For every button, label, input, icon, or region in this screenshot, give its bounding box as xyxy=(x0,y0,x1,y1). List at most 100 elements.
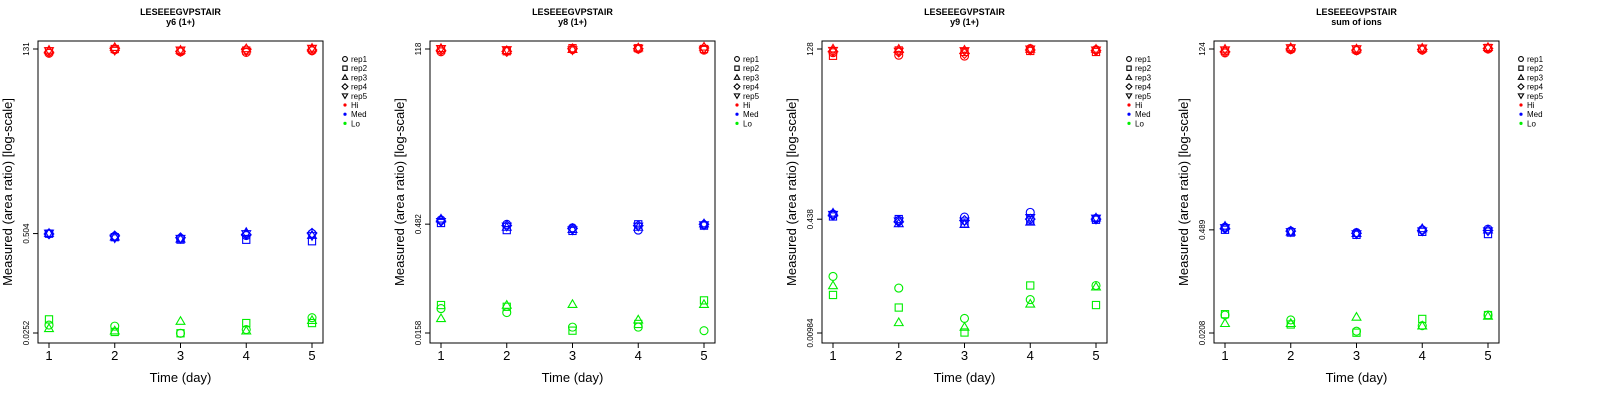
legend-label-Lo: Lo xyxy=(1527,119,1536,128)
data-point xyxy=(1285,228,1297,238)
chart-subtitle: sum of ions xyxy=(1331,17,1382,27)
legend-label-Hi: Hi xyxy=(743,101,751,110)
legend-marker-Lo xyxy=(1519,121,1523,125)
plot-frame xyxy=(821,40,1108,344)
data-point xyxy=(502,308,512,318)
x-tick-label: 2 xyxy=(895,348,902,363)
legend-label-rep2: rep2 xyxy=(1135,64,1152,73)
data-point xyxy=(44,320,54,330)
data-point xyxy=(567,46,578,56)
data-point xyxy=(893,316,905,327)
x-tick-label: 5 xyxy=(1092,348,1099,363)
data-point xyxy=(959,51,970,61)
legend-label-Med: Med xyxy=(743,110,759,119)
data-point xyxy=(306,314,318,325)
data-point xyxy=(43,322,55,333)
data-point xyxy=(1483,229,1493,239)
data-point xyxy=(959,212,970,222)
legend-label-Lo: Lo xyxy=(1135,119,1144,128)
legend-marker-Med xyxy=(1519,112,1523,116)
legend-label-rep5: rep5 xyxy=(351,92,368,101)
data-point xyxy=(109,234,121,244)
x-tick-label: 2 xyxy=(111,348,118,363)
data-point xyxy=(501,46,513,56)
legend-marker-Med xyxy=(735,112,739,116)
data-point xyxy=(240,325,252,335)
data-point xyxy=(827,46,839,57)
chart-subtitle: y8 (1+) xyxy=(558,17,587,27)
legend-label-rep2: rep2 xyxy=(743,64,760,73)
y-tick-label: 128 xyxy=(806,42,815,56)
legend-marker-Hi xyxy=(1519,103,1523,107)
data-point xyxy=(634,319,643,329)
data-point xyxy=(176,329,185,338)
legend-marker-rep3 xyxy=(1125,73,1133,80)
legend-label-rep4: rep4 xyxy=(1527,83,1544,92)
legend-marker-Lo xyxy=(343,121,347,125)
legend-label-rep2: rep2 xyxy=(351,64,368,73)
chart-title: LESEEEGVPSTAIR xyxy=(140,7,221,17)
data-point xyxy=(958,47,971,60)
x-tick-label: 5 xyxy=(700,348,707,363)
legend-marker-rep3 xyxy=(341,73,349,80)
data-point xyxy=(1285,44,1297,54)
data-point xyxy=(894,50,904,60)
data-point xyxy=(1090,214,1102,224)
legend-label-rep5: rep5 xyxy=(1527,92,1544,101)
legend-marker-rep5 xyxy=(341,93,349,100)
y-axis-label: Measured (area ratio) [log-scale] xyxy=(392,98,407,286)
data-point xyxy=(959,47,970,57)
legend-marker-Hi xyxy=(1127,103,1131,107)
data-point xyxy=(827,279,839,290)
data-point xyxy=(240,47,252,58)
data-point xyxy=(175,234,186,245)
legend-label-rep4: rep4 xyxy=(743,83,760,92)
data-point xyxy=(567,226,578,236)
legend-label-Lo: Lo xyxy=(743,119,752,128)
data-point xyxy=(43,227,55,237)
legend-label-rep1: rep1 xyxy=(351,55,368,64)
legend-label-Med: Med xyxy=(351,110,367,119)
legend-marker-rep5 xyxy=(733,93,741,100)
data-point xyxy=(1352,328,1361,337)
legend-label-rep5: rep5 xyxy=(1135,92,1152,101)
data-point xyxy=(1482,310,1494,320)
y-tick-label: 0.438 xyxy=(806,209,815,230)
data-point xyxy=(698,218,710,228)
data-point xyxy=(1416,320,1428,330)
y-tick-label: 0.00984 xyxy=(806,318,815,347)
legend-label-Med: Med xyxy=(1135,110,1151,119)
x-tick-label: 4 xyxy=(243,348,250,363)
legend-label-rep4: rep4 xyxy=(1135,83,1152,92)
legend-marker-Med xyxy=(1127,112,1131,116)
data-point xyxy=(43,47,55,57)
x-tick-label: 2 xyxy=(1287,348,1294,363)
data-point xyxy=(1091,300,1101,310)
data-point xyxy=(632,44,644,54)
y-axis-label: Measured (area ratio) [log-scale] xyxy=(784,98,799,286)
data-point xyxy=(1024,43,1036,53)
data-point xyxy=(1416,44,1428,54)
x-tick-label: 3 xyxy=(1353,348,1360,363)
plot-frame xyxy=(429,40,716,344)
legend-marker-rep1 xyxy=(342,56,348,62)
legend-marker-Lo xyxy=(1127,121,1131,125)
chart-subtitle: y9 (1+) xyxy=(950,17,979,27)
data-point xyxy=(306,227,318,239)
legend-label-Med: Med xyxy=(1527,110,1543,119)
data-point xyxy=(501,222,513,232)
data-point xyxy=(698,221,710,231)
legend-marker-rep5 xyxy=(1125,93,1133,100)
legend-label-rep3: rep3 xyxy=(1527,73,1544,82)
legend-marker-rep2 xyxy=(1126,65,1132,71)
legend-label-rep1: rep1 xyxy=(1527,55,1544,64)
data-point xyxy=(501,299,513,309)
data-point xyxy=(960,328,969,337)
data-point xyxy=(1351,326,1362,336)
legend-marker-rep5 xyxy=(1517,93,1525,100)
legend-label-Hi: Hi xyxy=(1135,101,1143,110)
